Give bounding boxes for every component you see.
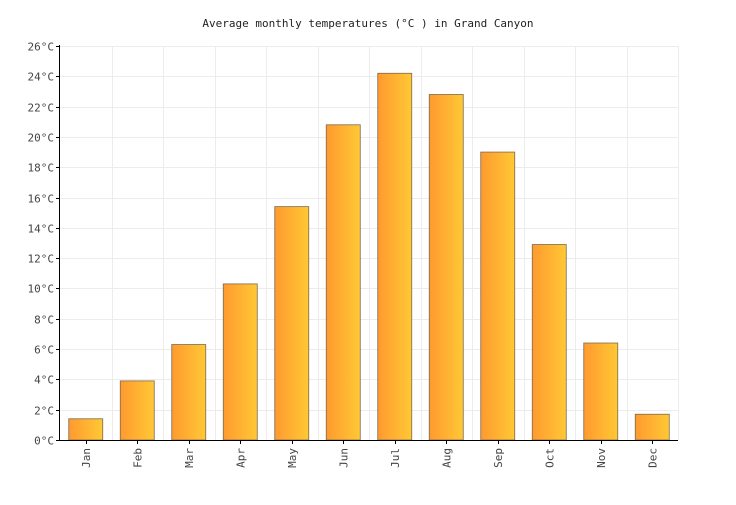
bar-may[interactable] (274, 206, 310, 441)
y-tick-label: 20°C (28, 132, 55, 145)
bar-aug[interactable] (428, 94, 464, 441)
chart-title: Average monthly temperatures (°C ) in Gr… (202, 17, 533, 30)
bar-jul[interactable] (377, 72, 413, 441)
y-tick-label: 24°C (28, 71, 55, 84)
x-axis-ticks: Jan Feb Mar Apr May Jun Jul Aug Sep Oct Nov Dec (80, 440, 659, 468)
y-tick-label: 14°C (28, 223, 55, 236)
x-tick-label: May (286, 448, 299, 468)
grid-lines (60, 46, 679, 441)
y-tick-label: 10°C (28, 283, 55, 296)
y-tick-label: 4°C (34, 374, 54, 387)
y-tick-label: 26°C (28, 41, 55, 54)
x-tick-label: Jul (389, 448, 402, 468)
x-tick-label: Feb (131, 448, 144, 468)
bar-feb[interactable] (119, 380, 155, 441)
y-tick-label: 0°C (34, 435, 54, 448)
x-tick-label: Sep (492, 448, 505, 468)
y-tick-label: 6°C (34, 344, 54, 357)
x-tick-label: Mar (183, 448, 196, 468)
y-tick-label: 2°C (34, 405, 54, 418)
bar-apr[interactable] (222, 283, 258, 441)
bar-mar[interactable] (171, 344, 207, 441)
y-axis-ticks: 0°C 2°C 4°C 6°C 8°C 10°C 12°C 14°C 16°C 18°C 20°C 2… (28, 41, 60, 448)
bar-dec[interactable] (634, 413, 670, 441)
y-tick-label: 16°C (28, 193, 55, 206)
bar-sep[interactable] (480, 151, 516, 441)
y-tick-label: 18°C (28, 162, 55, 175)
bar-oct[interactable] (531, 244, 567, 441)
y-tick-label: 12°C (28, 253, 55, 266)
y-tick-label: 8°C (34, 314, 54, 327)
y-tick-label: 22°C (28, 102, 55, 115)
x-tick-label: Nov (595, 448, 608, 468)
x-tick-label: Dec (646, 448, 659, 468)
bar-jan[interactable] (68, 418, 104, 441)
bar-nov[interactable] (583, 342, 619, 441)
bar-jun[interactable] (325, 124, 361, 441)
x-tick-label: Apr (234, 448, 247, 468)
x-tick-label: Jun (337, 448, 350, 468)
x-tick-label: Oct (543, 448, 556, 468)
x-tick-label: Jan (80, 448, 93, 468)
x-tick-label: Aug (440, 448, 453, 468)
bars (68, 72, 670, 441)
